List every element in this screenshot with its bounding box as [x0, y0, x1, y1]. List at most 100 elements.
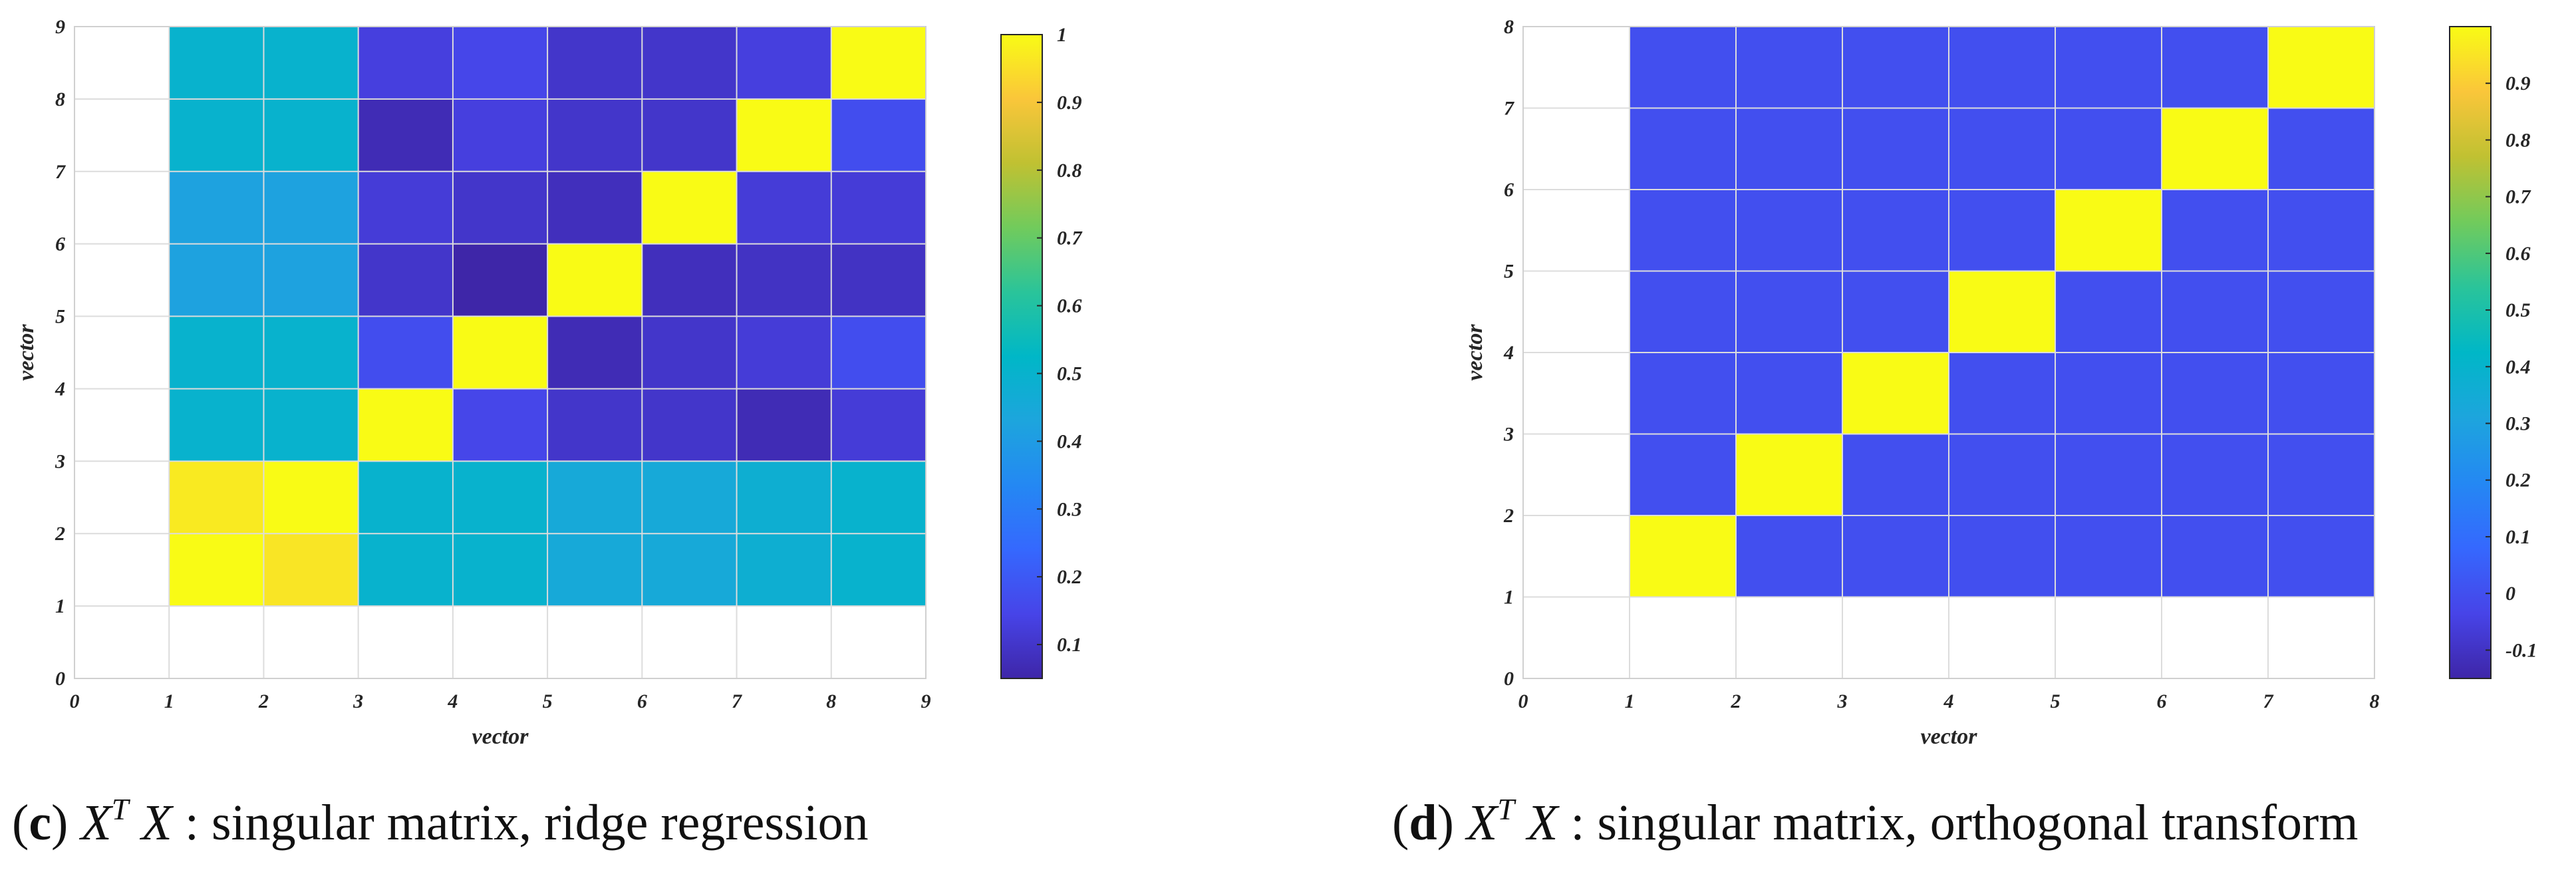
colorbar-tick-label: 0.1: [2505, 526, 2531, 548]
y-tick-label: 9: [55, 16, 65, 38]
y-tick-label: 4: [1503, 342, 1514, 364]
heatmap-cell: [452, 243, 548, 317]
heatmap-cell: [1842, 353, 1949, 435]
x-tick-label: 2: [258, 690, 269, 712]
colorbar-tick-label: 0.3: [1057, 498, 1082, 520]
heatmap-cell: [736, 316, 832, 390]
heatmap-cell: [452, 171, 548, 245]
heatmap-cell: [169, 461, 265, 534]
y-tick-label: 2: [55, 523, 65, 545]
heatmap-cell: [1842, 271, 1949, 353]
heatmap-cell: [358, 316, 454, 390]
heatmap-cell: [642, 171, 738, 245]
heatmap-c-cells: [169, 27, 927, 607]
colorbar-d: -0.1 0 0.1 0.2 0.3 0.4 0.5 0.6 0.7 0.8 0.9: [2449, 26, 2537, 679]
y-tick-label: 5: [1504, 261, 1514, 283]
colorbar-tick-label: 0.2: [1057, 566, 1082, 588]
colorbar-tick-label: 0.7: [1057, 227, 1083, 249]
x-tick-label: 3: [353, 690, 363, 712]
y-tick-label: 4: [55, 378, 65, 400]
heatmap-cell: [1630, 434, 1737, 516]
heatmap-cell: [2162, 27, 2269, 109]
heatmap-cell: [1630, 271, 1737, 353]
heatmap-cell: [169, 533, 265, 607]
heatmap-cell: [831, 533, 927, 607]
colorbar-gradient: [2450, 27, 2491, 678]
heatmap-cell: [358, 171, 454, 245]
colorbar-tick-label: 0.8: [1057, 160, 1082, 182]
heatmap-cell: [169, 316, 265, 390]
x-tick-label: 1: [1625, 690, 1635, 712]
heatmap-cell: [547, 316, 643, 390]
heatmap-cell: [1736, 353, 1843, 435]
caption-c-letter: c: [29, 795, 51, 851]
heatmap-cell: [263, 243, 359, 317]
heatmap-cell: [2268, 353, 2375, 435]
heatmap-cell: [169, 98, 265, 172]
y-tick-label: 0: [55, 668, 65, 690]
colorbar-tick-label: 0.9: [2505, 73, 2531, 94]
colorbar-tick-label: 0.7: [2505, 186, 2531, 208]
heatmap-cell: [642, 388, 738, 462]
colorbar-tick-label: -0.1: [2505, 639, 2537, 661]
heatmap-cell: [2268, 515, 2375, 598]
colorbar-frame: [1000, 34, 1043, 679]
colorbar-tick-label: 0.6: [1057, 295, 1082, 317]
heatmap-cell: [736, 171, 832, 245]
heatmap-c-x-label: vector: [472, 724, 529, 749]
colorbar-tick-label: 0.6: [2505, 243, 2531, 265]
heatmap-cell: [452, 316, 548, 390]
heatmap-cell: [2055, 515, 2162, 598]
heatmap-cell: [642, 533, 738, 607]
heatmap-cell: [1842, 434, 1949, 516]
heatmap-cell: [831, 243, 927, 317]
x-tick-label: 1: [164, 690, 174, 712]
x-tick-label: 2: [1731, 690, 1741, 712]
heatmap-cell: [2162, 353, 2269, 435]
heatmap-cell: [1736, 271, 1843, 353]
heatmap-cell: [1949, 108, 2056, 190]
heatmap-cell: [2268, 190, 2375, 272]
heatmap-cell: [452, 388, 548, 462]
heatmap-cell: [736, 461, 832, 534]
heatmap-cell: [831, 388, 927, 462]
caption-c-math: X: [78, 795, 113, 851]
heatmap-cell: [1842, 27, 1949, 109]
heatmap-cell: [358, 388, 454, 462]
heatmap-cell: [2055, 353, 2162, 435]
colorbar-c: 0.1 0.2 0.3 0.4 0.5 0.6 0.7 0.8 0.9 1: [1000, 24, 1083, 679]
heatmap-c-x-ticks: 0 1 2 3 4 5 6 7 8 9: [70, 690, 931, 712]
heatmap-cell: [1736, 108, 1843, 190]
heatmap-cell: [358, 533, 454, 607]
x-tick-label: 7: [732, 690, 742, 712]
heatmap-cell: [1949, 190, 2056, 272]
heatmap-cell: [642, 98, 738, 172]
heatmap-cell: [1736, 27, 1843, 109]
caption-d: (d) XT X : singular matrix, orthogonal t…: [1392, 775, 2358, 851]
heatmap-c-y-label: vector: [14, 324, 39, 381]
heatmap-cell: [169, 243, 265, 317]
x-tick-label: 8: [2370, 690, 2380, 712]
heatmap-cell: [547, 171, 643, 245]
heatmap-cell: [169, 171, 265, 245]
y-tick-label: 6: [1504, 179, 1514, 201]
heatmap-cell: [1949, 353, 2056, 435]
colorbar-tick-label: 0: [2505, 583, 2515, 605]
heatmap-cell: [2162, 515, 2269, 598]
colorbar-tick-label: 0.2: [2505, 470, 2531, 492]
heatmap-cell: [547, 388, 643, 462]
x-tick-label: 5: [543, 690, 553, 712]
heatmap-cell: [263, 461, 359, 534]
heatmap-cell: [2162, 108, 2269, 190]
heatmap-cell: [642, 316, 738, 390]
heatmap-cell: [1736, 515, 1843, 598]
heatmap-cell: [452, 533, 548, 607]
heatmap-cell: [169, 27, 265, 100]
heatmap-cell: [2055, 434, 2162, 516]
x-tick-label: 4: [1943, 690, 1954, 712]
heatmap-cell: [2162, 271, 2269, 353]
heatmap-c-y-ticks: 0 1 2 3 4 5 6 7 8 9: [55, 16, 66, 690]
y-tick-label: 0: [1504, 668, 1514, 690]
heatmap-cell: [547, 533, 643, 607]
